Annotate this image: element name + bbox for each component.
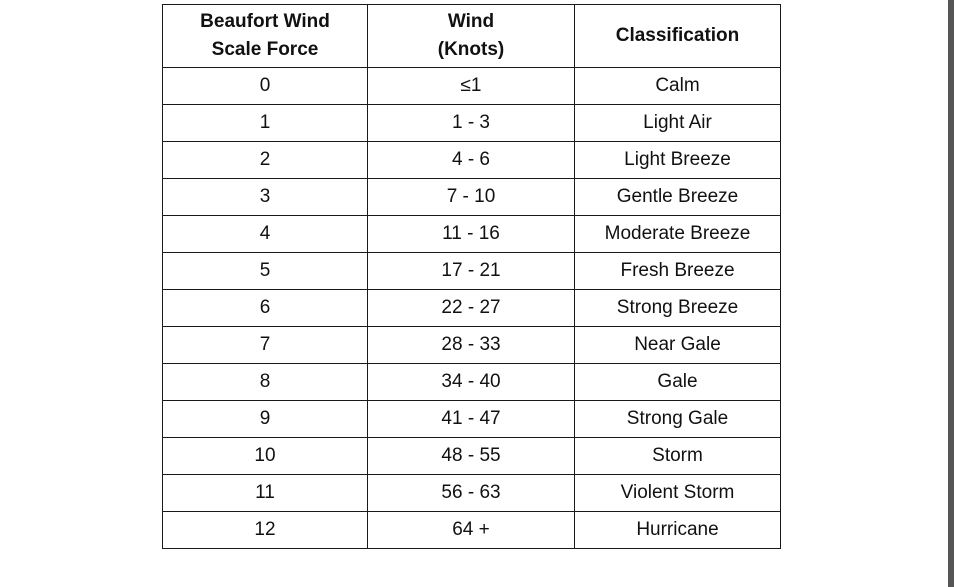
knots-cell: ≤1: [367, 67, 575, 105]
classification-cell: Light Breeze: [574, 141, 781, 179]
classification-cell: Near Gale: [574, 326, 781, 364]
classification-cell: Moderate Breeze: [574, 215, 781, 253]
force-cell: 12: [162, 511, 368, 549]
force-cell: 8: [162, 363, 368, 401]
knots-cell: 4 - 6: [367, 141, 575, 179]
force-cell: 11: [162, 474, 368, 512]
classification-cell: Light Air: [574, 104, 781, 142]
knots-cell: 22 - 27: [367, 289, 575, 327]
classification-cell: Violent Storm: [574, 474, 781, 512]
classification-cell: Fresh Breeze: [574, 252, 781, 290]
knots-cell: 7 - 10: [367, 178, 575, 216]
table-row: 1 1 - 3 Light Air: [162, 104, 781, 142]
knots-cell: 56 - 63: [367, 474, 575, 512]
force-cell: 9: [162, 400, 368, 438]
header-wind-line1: Wind: [447, 11, 495, 32]
table-row: 0 ≤1 Calm: [162, 67, 781, 105]
classification-cell: Strong Breeze: [574, 289, 781, 327]
header-force-line2: Scale Force: [211, 39, 319, 60]
header-wind-line2: (Knots): [437, 39, 505, 60]
knots-cell: 48 - 55: [367, 437, 575, 475]
force-cell: 5: [162, 252, 368, 290]
classification-cell: Calm: [574, 67, 781, 105]
force-cell: 1: [162, 104, 368, 142]
table-row: 4 11 - 16 Moderate Breeze: [162, 215, 781, 253]
knots-cell: 1 - 3: [367, 104, 575, 142]
header-force-line1: Beaufort Wind: [200, 11, 330, 32]
knots-cell: 17 - 21: [367, 252, 575, 290]
force-cell: 4: [162, 215, 368, 253]
classification-cell: Storm: [574, 437, 781, 475]
knots-cell: 41 - 47: [367, 400, 575, 438]
force-cell: 7: [162, 326, 368, 364]
table-row: 11 56 - 63 Violent Storm: [162, 474, 781, 512]
classification-cell: Gale: [574, 363, 781, 401]
header-force: Beaufort Wind Scale Force: [162, 4, 368, 68]
table-row: 3 7 - 10 Gentle Breeze: [162, 178, 781, 216]
force-cell: 10: [162, 437, 368, 475]
table-row: 6 22 - 27 Strong Breeze: [162, 289, 781, 327]
table-row: 12 64 + Hurricane: [162, 511, 781, 549]
table-row: 10 48 - 55 Storm: [162, 437, 781, 475]
classification-cell: Strong Gale: [574, 400, 781, 438]
force-cell: 3: [162, 178, 368, 216]
table-row: 9 41 - 47 Strong Gale: [162, 400, 781, 438]
knots-cell: 11 - 16: [367, 215, 575, 253]
header-row: Beaufort Wind Scale Force Wind (Knots) C…: [162, 4, 781, 68]
classification-cell: Hurricane: [574, 511, 781, 549]
knots-cell: 34 - 40: [367, 363, 575, 401]
classification-cell: Gentle Breeze: [574, 178, 781, 216]
table-row: 2 4 - 6 Light Breeze: [162, 141, 781, 179]
knots-cell: 64 +: [367, 511, 575, 549]
beaufort-scale-table: Beaufort Wind Scale Force Wind (Knots) C…: [162, 4, 781, 549]
table-row: 8 34 - 40 Gale: [162, 363, 781, 401]
force-cell: 6: [162, 289, 368, 327]
header-classification: Classification: [574, 4, 781, 68]
window-edge-bar: [948, 0, 954, 587]
header-wind: Wind (Knots): [367, 4, 575, 68]
table-row: 5 17 - 21 Fresh Breeze: [162, 252, 781, 290]
table-row: 7 28 - 33 Near Gale: [162, 326, 781, 364]
force-cell: 2: [162, 141, 368, 179]
force-cell: 0: [162, 67, 368, 105]
knots-cell: 28 - 33: [367, 326, 575, 364]
